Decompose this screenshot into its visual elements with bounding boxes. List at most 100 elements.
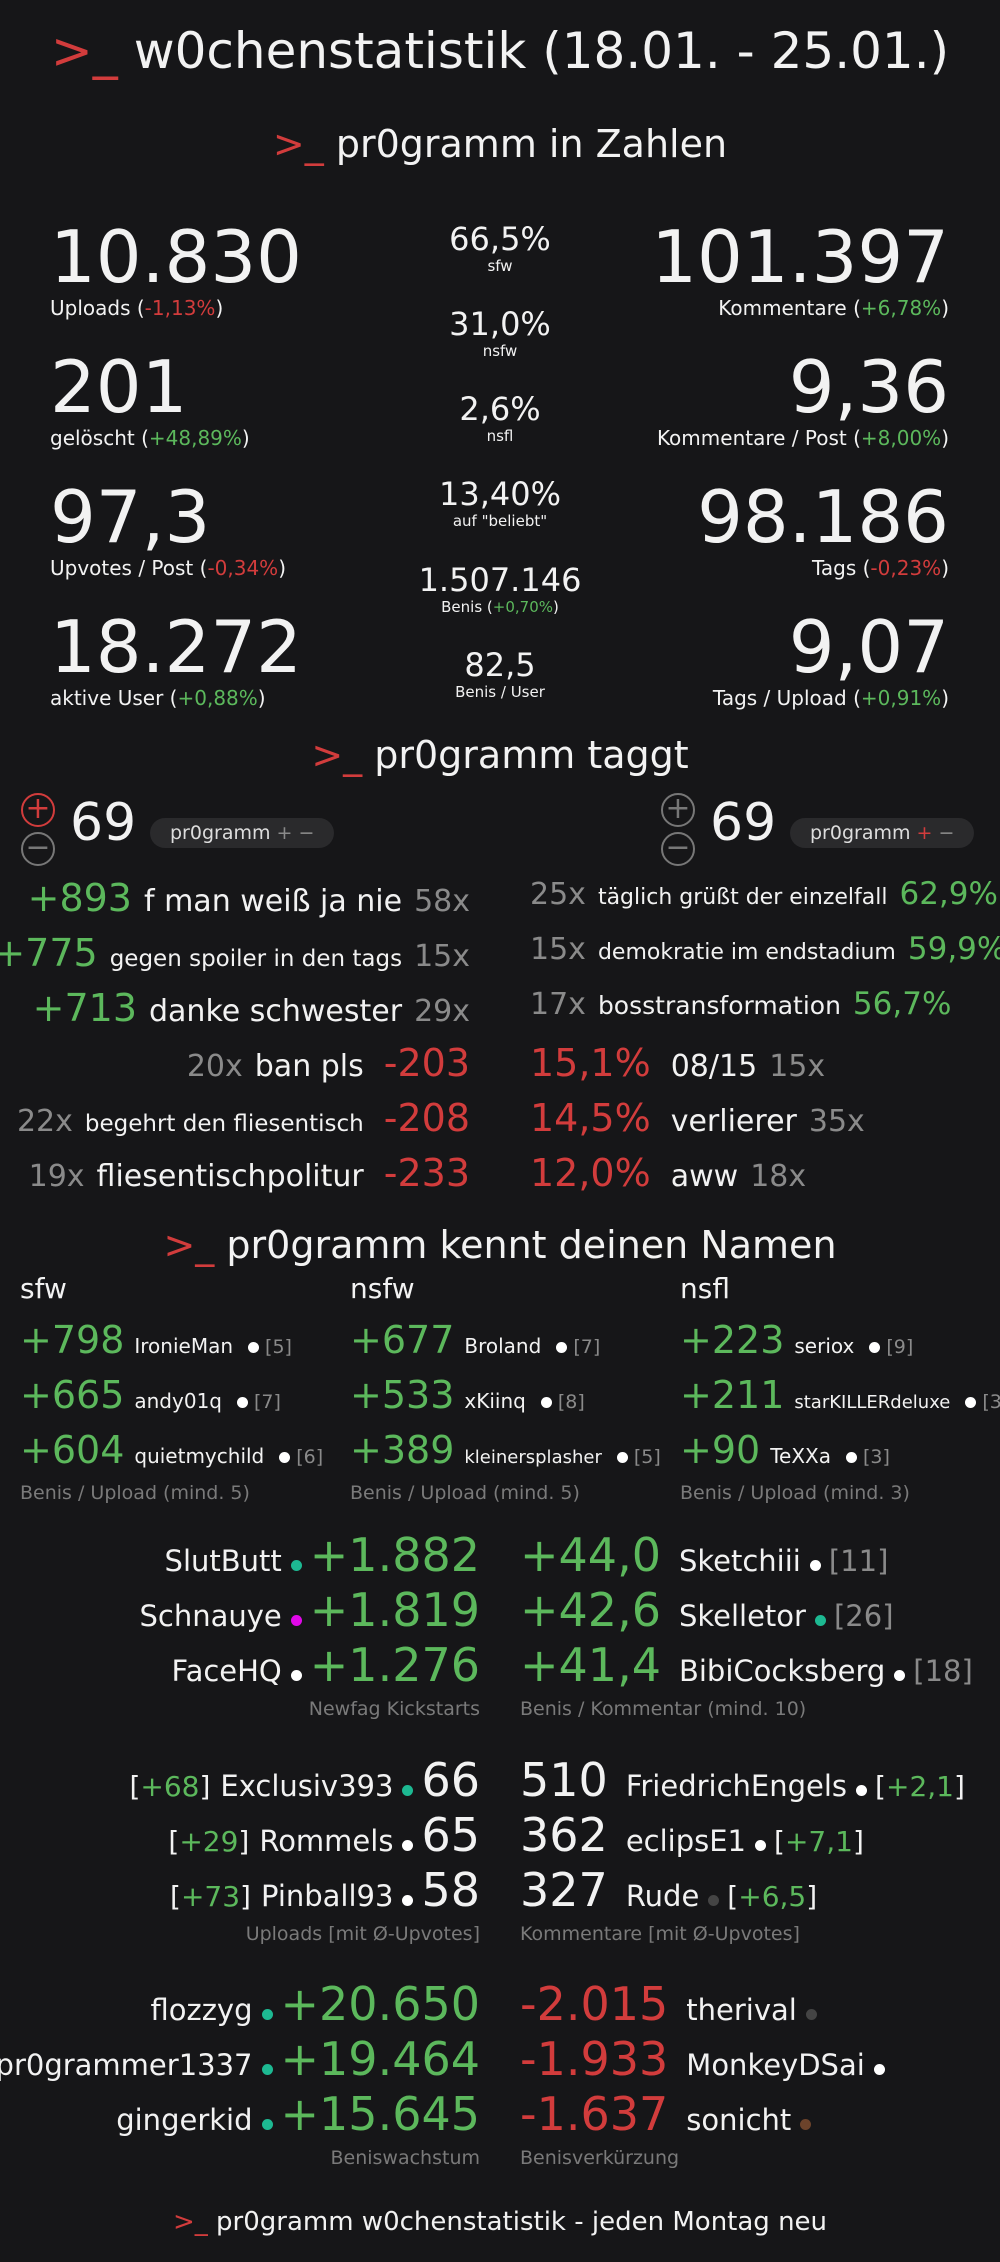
username[interactable]: xKiinq [464, 1389, 526, 1413]
user-rank-row[interactable]: -1.637 sonicht [520, 2087, 815, 2141]
user-rank-row[interactable]: [+68] Exclusiv393 66 [129, 1753, 480, 1807]
username[interactable]: starKILLERdeluxe [794, 1392, 951, 1413]
tag-count: 15x [769, 1049, 826, 1084]
comment-total: [11] [828, 1544, 889, 1578]
username[interactable]: Skelletor [678, 1599, 806, 1633]
user-badge-dot [290, 1670, 302, 1681]
username[interactable]: kleinersplasher [464, 1447, 602, 1468]
tag-row-bottom[interactable]: 12,0% aww 18x [530, 1151, 806, 1195]
tag-name: begehrt den fliesentisch [84, 1111, 364, 1137]
username[interactable]: Sketchiii [678, 1544, 801, 1578]
upvote-button[interactable]: + [661, 793, 695, 827]
user-rank-row[interactable]: +211 starKILLERdeluxe [3] [680, 1373, 1000, 1417]
username[interactable]: seriox [794, 1334, 855, 1358]
username[interactable]: eclipsE1 [625, 1824, 747, 1858]
vote-score: 69 [710, 793, 777, 853]
user-rank-row[interactable]: SlutButt +1.882 [165, 1528, 480, 1582]
user-rank-row[interactable]: +44,0 Sketchiii [11] [520, 1528, 888, 1582]
share-label: nsfw [482, 342, 518, 360]
user-rank-row[interactable]: +41,4 BibiCocksberg [18] [520, 1638, 973, 1692]
tag-row-bottom[interactable]: 15,1% 08/15 15x [530, 1041, 825, 1085]
username[interactable]: FriedrichEngels [625, 1769, 848, 1803]
user-rank-row[interactable]: +389 kleinersplasher [5] [350, 1428, 661, 1472]
comment-count: 362 [520, 1808, 608, 1862]
rank-score: +389 [350, 1428, 455, 1472]
user-rank-row[interactable]: 327 Rude [+6,5] [520, 1863, 817, 1917]
username[interactable]: Rommels [259, 1824, 394, 1858]
user-rank-row[interactable]: +90 TeXXa [3] [680, 1428, 890, 1472]
username[interactable]: Rude [625, 1879, 700, 1913]
stat-label: Tags (-0,23%) [811, 556, 949, 580]
user-badge-dot [279, 1452, 291, 1463]
tag-row-top[interactable]: 15x demokratie im endstadium 59,9% [530, 931, 1000, 967]
user-rank-row[interactable]: +798 IronieMan [5] [20, 1318, 292, 1362]
user-rank-row[interactable]: -1.933 MonkeyDSai [520, 2032, 889, 2086]
username[interactable]: andy01q [134, 1389, 222, 1413]
username[interactable]: MonkeyDSai [686, 2048, 865, 2082]
tag-row-top[interactable]: 25x täglich grüßt der einzelfall 62,9% [530, 876, 998, 912]
downvote-button[interactable]: − [661, 832, 695, 866]
tag-plus-icon[interactable]: + [916, 822, 933, 844]
user-rank-row[interactable]: +223 seriox [9] [680, 1318, 913, 1362]
username[interactable]: IronieMan [134, 1334, 234, 1358]
user-badge-dot [814, 1615, 826, 1626]
username[interactable]: therival [686, 1993, 797, 2027]
tag-minus-icon[interactable]: − [298, 822, 315, 844]
username[interactable]: Pinball93 [260, 1879, 394, 1913]
username[interactable]: SlutButt [164, 1544, 282, 1578]
user-rank-row[interactable]: +604 quietmychild [6] [20, 1428, 323, 1472]
rank-score: -2.015 [520, 1977, 669, 2031]
tag-row-top[interactable]: +713 danke schwester 29x [33, 986, 470, 1030]
upvote-button[interactable]: + [21, 793, 55, 827]
user-rank-row[interactable]: Schnauye +1.819 [139, 1583, 480, 1637]
username[interactable]: gingerkid [116, 2103, 253, 2137]
username[interactable]: Schnauye [139, 1599, 282, 1633]
user-rank-row[interactable]: +533 xKiinq [8] [350, 1373, 585, 1417]
tag-pill-upvoted[interactable]: pr0gramm + − [150, 818, 335, 848]
username[interactable]: Broland [464, 1334, 542, 1358]
user-rank-row[interactable]: +42,6 Skelletor [26] [520, 1583, 894, 1637]
tag-count: 29x [414, 994, 470, 1029]
stat-block: 101.397 Kommentare (+6,78%) [651, 218, 949, 320]
tag-row-top[interactable]: +775 gegen spoiler in den tags 15x [0, 931, 470, 975]
tag-row-bottom[interactable]: 14,5% verlierer 35x [530, 1096, 865, 1140]
share-label: Benis (+0,70%) [441, 598, 559, 616]
user-rank-row[interactable]: -2.015 therival [520, 1977, 821, 2031]
downvote-button[interactable]: − [21, 832, 55, 866]
tag-pill-downvoted[interactable]: pr0gramm + − [790, 818, 975, 848]
share-block: 82,5 Benis / User [400, 647, 600, 701]
user-rank-row[interactable]: [+29] Rommels 65 [168, 1808, 480, 1862]
user-rank-row[interactable]: flozzyg +20.650 [150, 1977, 480, 2031]
stat-label: Kommentare / Post (+8,00%) [656, 426, 949, 450]
user-badge-dot [755, 1840, 767, 1851]
tag-row-bottom[interactable]: 19x fliesentischpolitur -233 [29, 1151, 470, 1195]
user-rank-row[interactable]: pr0grammer1337 +19.464 [0, 2032, 480, 2086]
user-rank-row[interactable]: +665 andy01q [7] [20, 1373, 281, 1417]
username[interactable]: pr0grammer1337 [0, 2048, 253, 2082]
tag-plus-icon[interactable]: + [276, 822, 293, 844]
username[interactable]: TeXXa [770, 1444, 831, 1468]
comment-total: [26] [833, 1599, 894, 1633]
username[interactable]: sonicht [686, 2103, 792, 2137]
rank-score: +42,6 [520, 1583, 661, 1637]
rank-score: +798 [20, 1318, 125, 1362]
user-badge-dot [290, 1560, 302, 1571]
username[interactable]: FaceHQ [171, 1654, 282, 1688]
username[interactable]: BibiCocksberg [678, 1654, 886, 1688]
user-rank-row[interactable]: FaceHQ +1.276 [172, 1638, 480, 1692]
user-rank-row[interactable]: 510 FriedrichEngels [+2,1] [520, 1753, 965, 1807]
comment-total: [18] [913, 1654, 973, 1688]
tag-minus-icon[interactable]: − [938, 822, 955, 844]
tag-row-bottom[interactable]: 22x begehrt den fliesentisch -208 [17, 1096, 470, 1140]
username[interactable]: flozzyg [150, 1993, 253, 2027]
user-rank-row[interactable]: 362 eclipsE1 [+7,1] [520, 1808, 864, 1862]
tag-row-top[interactable]: 17x bosstransformation 56,7% [530, 986, 951, 1022]
tag-row-top[interactable]: +893 f man weiß ja nie 58x [28, 876, 470, 920]
user-rank-row[interactable]: gingerkid +15.645 [116, 2087, 480, 2141]
username[interactable]: quietmychild [134, 1444, 265, 1468]
user-rank-row[interactable]: [+73] Pinball93 58 [170, 1863, 480, 1917]
username[interactable]: Exclusiv393 [220, 1769, 394, 1803]
stat-block: 201 gelöscht (+48,89%) [50, 348, 250, 450]
user-rank-row[interactable]: +677 Broland [7] [350, 1318, 600, 1362]
tag-row-bottom[interactable]: 20x ban pls -203 [187, 1041, 470, 1085]
